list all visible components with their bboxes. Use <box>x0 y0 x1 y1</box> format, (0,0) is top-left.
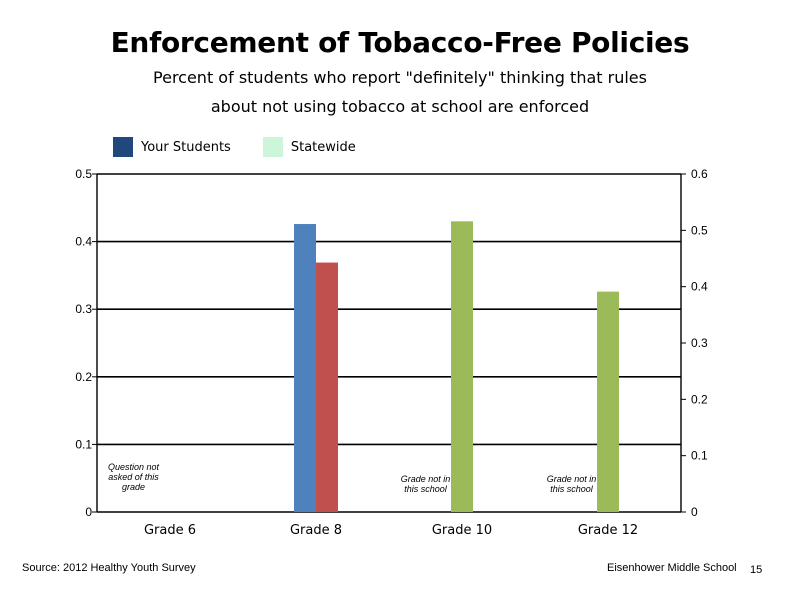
left-tick-label: 0 <box>85 505 92 519</box>
chart-subtitle-line2: about not using tobacco at school are en… <box>210 97 590 116</box>
left-tick-label: 0.5 <box>75 167 92 181</box>
bar <box>294 224 316 513</box>
annotation-text: this school <box>550 484 594 494</box>
right-tick-label: 0.3 <box>691 336 708 350</box>
school-name: Eisenhower Middle School <box>607 562 737 574</box>
right-tick-label: 0.2 <box>691 392 708 406</box>
legend: Your Students Statewide <box>113 136 388 158</box>
left-tick-label: 0.1 <box>75 437 92 451</box>
chart-title: Enforcement of Tobacco-Free Policies <box>110 26 690 59</box>
right-tick-label: 0.5 <box>691 223 708 237</box>
annotation-text: asked of this <box>108 472 159 482</box>
annotation-text: this school <box>404 484 448 494</box>
page-number: 15 <box>750 564 763 576</box>
right-tick-label: 0.6 <box>691 167 708 181</box>
bar <box>597 291 619 512</box>
x-category-label: Grade 8 <box>290 523 342 538</box>
x-category-label: Grade 12 <box>578 523 638 538</box>
chart-subtitle-line1: Percent of students who report "definite… <box>153 68 647 87</box>
legend-swatch-your-students <box>113 137 133 157</box>
right-tick-label: 0.1 <box>691 449 708 463</box>
x-category-label: Grade 10 <box>432 523 492 538</box>
legend-label-statewide: Statewide <box>290 139 356 155</box>
left-tick-label: 0.3 <box>75 302 92 316</box>
legend-swatch-statewide <box>262 137 283 157</box>
bar <box>451 221 473 512</box>
bar <box>316 262 338 512</box>
right-tick-label: 0 <box>691 505 698 519</box>
source-note: Source: 2012 Healthy Youth Survey <box>22 562 196 574</box>
x-category-label: Grade 6 <box>144 523 196 538</box>
annotation-text: Question not <box>108 462 160 472</box>
left-tick-label: 0.2 <box>75 370 92 384</box>
legend-label-your-students: Your Students <box>141 139 231 155</box>
left-tick-label: 0.4 <box>75 235 92 249</box>
annotation-text: Grade not in <box>547 474 597 484</box>
legend-item-your-students: Your Students <box>113 137 231 157</box>
legend-item-statewide: Statewide <box>262 137 356 157</box>
annotation-text: Grade not in <box>401 474 451 484</box>
annotation-text: grade <box>122 482 145 492</box>
right-tick-label: 0.4 <box>691 280 708 294</box>
